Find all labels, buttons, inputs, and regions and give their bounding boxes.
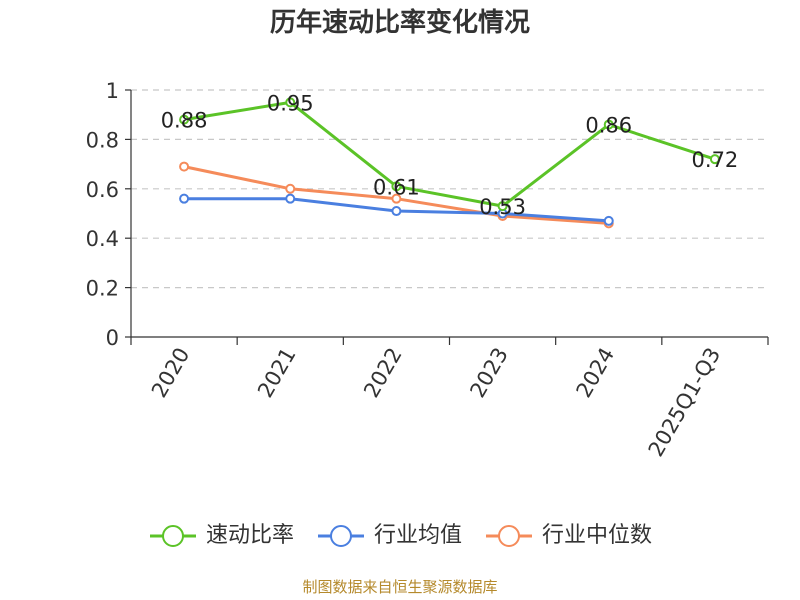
x-tick-label: 2024 <box>572 344 620 402</box>
legend-label: 速动比率 <box>205 523 294 548</box>
legend-label: 行业均值 <box>373 523 462 548</box>
y-tick-label: 0 <box>106 326 119 350</box>
data-point <box>497 201 508 212</box>
data-point <box>603 215 614 226</box>
data-labels: 0.88 0.95 0.61 0.53 0.86 0.72 <box>161 91 739 219</box>
y-tick-label: 1 <box>106 79 119 103</box>
data-point <box>179 161 190 172</box>
data-point <box>391 181 402 192</box>
legend-marker <box>329 525 352 547</box>
data-point <box>391 206 402 217</box>
axes: 0 0.2 0.4 0.6 0.8 1 2020 2021 2022 2023 2024 2025Q1… <box>86 79 769 461</box>
legend-item[interactable]: 行业中位数 <box>484 521 652 551</box>
x-tick-label: 2025Q1-Q3 <box>644 344 726 461</box>
legend-marker <box>161 525 184 547</box>
legend: 速动比率 行业均值 行业中位数 <box>0 518 800 554</box>
y-tick-label: 0.6 <box>86 178 119 202</box>
data-point <box>285 183 296 194</box>
legend-marker <box>498 525 520 547</box>
x-tick-label: 2020 <box>147 344 195 402</box>
legend-swatch-icon <box>317 525 364 547</box>
data-point <box>709 154 720 165</box>
y-tick-label: 0.8 <box>86 128 119 152</box>
data-label: 0.95 <box>267 91 314 115</box>
data-label: 0.88 <box>161 109 208 133</box>
data-point <box>603 119 614 130</box>
data-point <box>285 97 296 108</box>
y-tick-label: 0.2 <box>86 277 119 301</box>
legend-item[interactable]: 行业均值 <box>316 521 462 551</box>
grid-lines <box>131 89 768 289</box>
data-label: 0.86 <box>585 114 632 138</box>
x-tick-label: 2023 <box>465 344 513 402</box>
legend-swatch-icon <box>149 525 196 547</box>
data-point <box>179 193 190 204</box>
data-point <box>179 114 190 125</box>
data-label: 0.61 <box>373 175 420 199</box>
data-label: 0.72 <box>692 148 739 172</box>
legend-item[interactable]: 速动比率 <box>148 521 294 551</box>
x-tick-label: 2021 <box>253 344 301 402</box>
y-tick-label: 0.4 <box>86 227 119 251</box>
series-lines <box>179 97 720 229</box>
series-line-0 <box>182 100 717 208</box>
x-tick-label: 2022 <box>359 344 407 402</box>
legend-label: 行业中位数 <box>542 523 653 548</box>
data-point <box>285 193 296 204</box>
data-label: 0.53 <box>479 195 526 219</box>
legend-swatch-icon <box>486 525 532 547</box>
chart-title: 历年速动比率变化情况 <box>269 8 530 38</box>
source-note: 制图数据来自恒生聚源数据库 <box>302 578 498 596</box>
data-point <box>391 193 402 204</box>
